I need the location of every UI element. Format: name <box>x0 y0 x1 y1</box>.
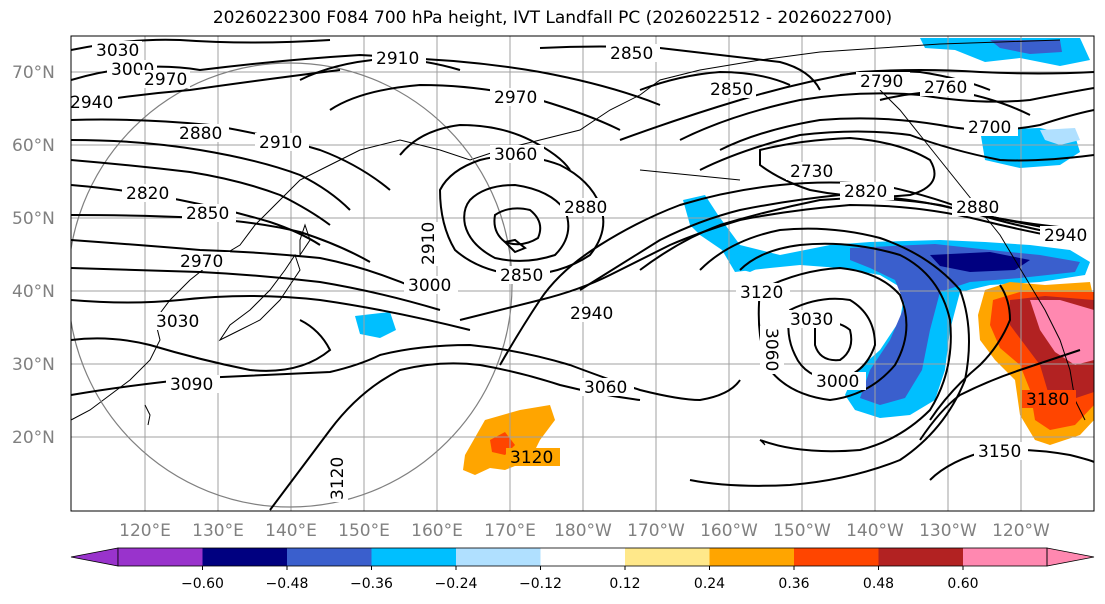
longitude-axis: 120°E 130°E 140°E 150°E 160°E 170°E 180°… <box>119 521 1050 541</box>
colorbar-tick-label: −0.60 <box>181 576 224 592</box>
contour-label: 2820 <box>844 182 887 202</box>
longitude-label: 150°W <box>773 521 831 541</box>
longitude-label: 180°W <box>554 521 612 541</box>
contour-label: 3060 <box>584 378 627 398</box>
colorbar-tick-label: 0.12 <box>609 576 640 592</box>
latitude-label: 20°N <box>12 428 55 448</box>
contour-label: 2970 <box>180 252 223 272</box>
ivt-positive-area <box>355 312 396 338</box>
longitude-label: 170°W <box>627 521 685 541</box>
ivt-weak-area <box>1040 128 1080 145</box>
longitude-label: 140°E <box>265 521 317 541</box>
contour-label: 2910 <box>376 49 419 69</box>
contour-label: 2940 <box>70 93 113 113</box>
contour-label: 3180 <box>1026 390 1069 410</box>
ivt-strongest-area <box>930 252 1030 272</box>
contour-label: 2880 <box>956 198 999 218</box>
colorbar-tick-label: −0.24 <box>435 576 478 592</box>
longitude-label: 160°W <box>700 521 758 541</box>
latitude-label: 70°N <box>12 63 55 83</box>
contour-label: 3090 <box>170 375 213 395</box>
colorbar-segment <box>70 547 119 567</box>
longitude-label: 160°E <box>411 521 463 541</box>
contour-label: 2760 <box>924 78 967 98</box>
contour-label: 2850 <box>186 204 229 224</box>
latitude-label: 60°N <box>12 136 55 156</box>
contour-label: 2910 <box>259 133 302 153</box>
colorbar-segment <box>709 548 794 566</box>
contour-label: 2970 <box>494 88 537 108</box>
contour-label: 3120 <box>328 457 348 500</box>
contour-label: 3060 <box>494 145 537 165</box>
colorbar-segment <box>456 548 541 566</box>
colorbar-segment <box>540 548 625 566</box>
colorbar-tick-label: 0.36 <box>778 576 809 592</box>
colorbar-segment <box>794 548 879 566</box>
contour-label: 2910 <box>419 222 439 265</box>
colorbar-segment <box>625 548 710 566</box>
colorbar-tick-label: 0.48 <box>863 576 894 592</box>
contour-label: 2880 <box>564 198 607 218</box>
contour-label: 2850 <box>500 266 543 286</box>
colorbar-segment <box>287 548 372 566</box>
longitude-label: 150°E <box>338 521 390 541</box>
contour-label: 3120 <box>740 283 783 303</box>
contour-label: 2700 <box>968 118 1011 138</box>
latitude-label: 40°N <box>12 282 55 302</box>
contour-label: 2790 <box>860 72 903 92</box>
contour-label: 2880 <box>179 124 222 144</box>
longitude-label: 130°E <box>192 521 244 541</box>
colorbar: −0.60 −0.48 −0.36 −0.24 −0.12 0.12 0.24 … <box>70 547 1095 592</box>
contour-label: 2970 <box>144 70 187 90</box>
contour-labels: 3030 3000 2970 2940 2910 2850 2970 2850 … <box>70 41 1094 502</box>
contour-label: 3030 <box>156 312 199 332</box>
ivt-shading <box>355 38 1094 475</box>
longitude-label: 120°W <box>992 521 1050 541</box>
colorbar-tick-label: −0.12 <box>519 576 562 592</box>
colorbar-segment <box>1046 547 1095 567</box>
contour-label: 3120 <box>510 448 553 468</box>
longitude-label: 170°E <box>484 521 536 541</box>
contour-label: 3000 <box>408 276 451 296</box>
colorbar-segment <box>118 548 203 566</box>
range-circle <box>71 62 513 508</box>
colorbar-segment <box>963 548 1047 566</box>
latitude-label: 30°N <box>12 355 55 375</box>
colorbar-tick-label: −0.48 <box>266 576 309 592</box>
ivt-negative-area <box>1030 300 1094 365</box>
contour-label: 2940 <box>570 304 613 324</box>
longitude-label: 120°E <box>119 521 171 541</box>
colorbar-segment <box>878 548 963 566</box>
contour-label: 2850 <box>610 44 653 64</box>
contour-label: 2730 <box>790 162 833 182</box>
longitude-label: 140°W <box>846 521 904 541</box>
colorbar-segment <box>371 548 456 566</box>
colorbar-frame <box>117 547 1048 567</box>
ivt-strong-area <box>850 244 1080 405</box>
longitude-label: 130°W <box>919 521 977 541</box>
colorbar-tick-label: −0.36 <box>350 576 393 592</box>
graticule <box>71 36 1094 511</box>
latitude-label: 50°N <box>12 209 55 229</box>
map-title: 2026022300 F084 700 hPa height, IVT Land… <box>212 8 893 28</box>
contour-label: 3000 <box>816 372 859 392</box>
contour-label: 3030 <box>96 41 139 61</box>
contour-label: 3060 <box>761 328 781 371</box>
contour-label: 2850 <box>710 80 753 100</box>
contour-label: 3150 <box>978 442 1021 462</box>
map-frame <box>70 35 1095 512</box>
ivt-strong-area <box>990 40 1062 54</box>
contour-label: 2820 <box>126 184 169 204</box>
colorbar-tick-label: 0.60 <box>947 576 978 592</box>
colorbar-segment <box>202 548 287 566</box>
latitude-axis: 70°N 60°N 50°N 40°N 30°N 20°N <box>12 63 55 448</box>
contour-label: 2940 <box>1044 226 1087 246</box>
colorbar-tick-label: 0.24 <box>694 576 725 592</box>
contour-label: 3030 <box>790 310 833 330</box>
colorbar-ticks <box>202 566 964 570</box>
